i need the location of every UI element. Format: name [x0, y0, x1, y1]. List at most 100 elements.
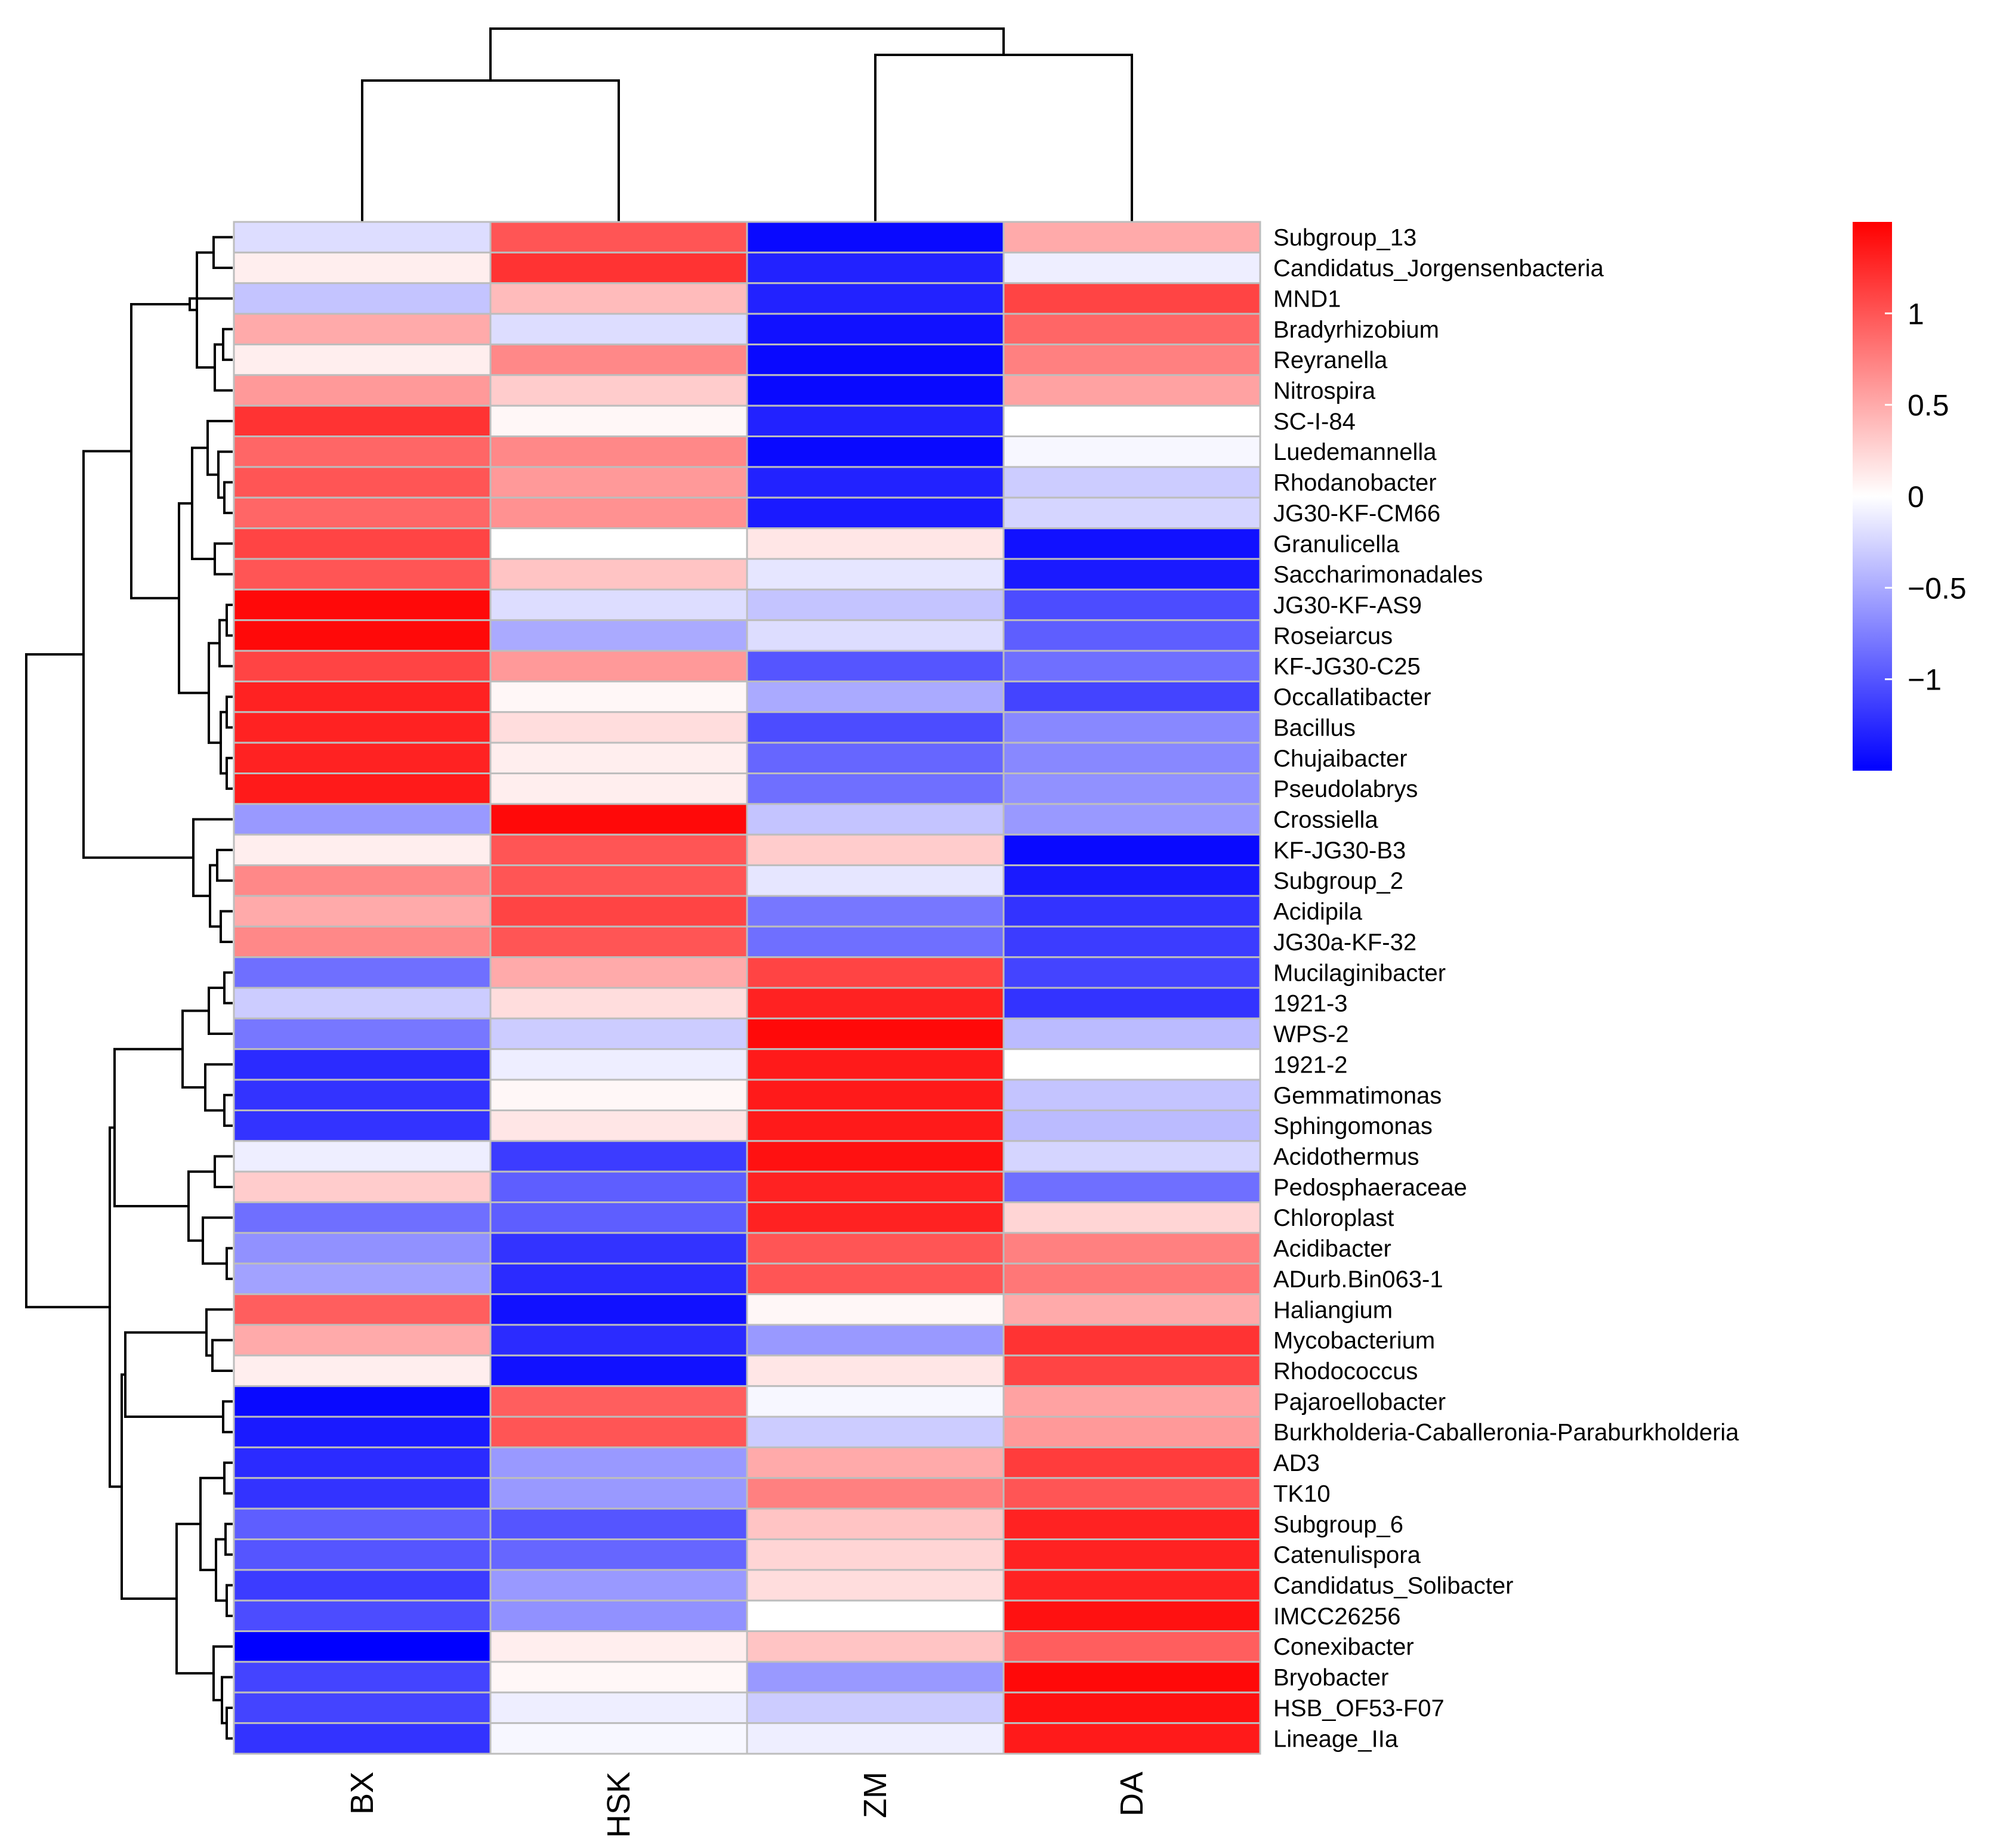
- heatmap-cell: [233, 1109, 492, 1142]
- heatmap-cell: [1002, 1201, 1261, 1234]
- dendrogram-branch: [361, 79, 620, 222]
- heatmap-cell: [233, 1293, 492, 1326]
- row-label: Candidatus_Jorgensenbacteria: [1273, 255, 1604, 282]
- heatmap-cell: [489, 496, 748, 530]
- row-label: Subgroup_13: [1273, 225, 1416, 251]
- heatmap-cell: [1002, 1170, 1261, 1204]
- row-label: Granulicella: [1273, 531, 1400, 557]
- row-label: Acidothermus: [1273, 1144, 1419, 1170]
- heatmap-cell: [1002, 1232, 1261, 1265]
- heatmap-cell: [746, 558, 1005, 591]
- heatmap-cell: [489, 864, 748, 897]
- heatmap-cell: [1002, 987, 1261, 1019]
- heatmap-cell: [233, 221, 492, 254]
- row-label: Catenulispora: [1273, 1542, 1421, 1568]
- heatmap-cell: [746, 1599, 1005, 1633]
- heatmap-cell: [746, 864, 1005, 897]
- dendrogram-branch: [223, 1093, 233, 1127]
- heatmap-cell: [746, 1446, 1005, 1479]
- heatmap-cell: [1002, 833, 1261, 867]
- heatmap-cell: [489, 343, 748, 376]
- heatmap-cell: [746, 527, 1005, 560]
- heatmap-cell: [489, 1691, 748, 1725]
- row-label: IMCC26256: [1273, 1603, 1400, 1630]
- color-legend: 1 0.5 0 −0.5 −1: [1853, 222, 1967, 771]
- heatmap-cell: [746, 1385, 1005, 1418]
- heatmap-cell: [746, 1232, 1005, 1265]
- heatmap-cell: [233, 650, 492, 682]
- row-label: AD3: [1273, 1450, 1320, 1476]
- heatmap-cell: [746, 1201, 1005, 1234]
- row-label: Occallatibacter: [1273, 684, 1431, 710]
- heatmap-cell: [1002, 313, 1261, 345]
- heatmap-cell: [489, 1232, 748, 1265]
- heatmap-cell: [746, 1507, 1005, 1540]
- heatmap-cell: [1002, 711, 1261, 744]
- heatmap-cell: [233, 282, 492, 315]
- heatmap-cell: [746, 650, 1005, 682]
- row-label: WPS-2: [1273, 1021, 1349, 1047]
- dendrogram-branch: [121, 1373, 177, 1600]
- column-label: BX: [344, 1772, 380, 1815]
- legend-tick-label: −1: [1908, 663, 1942, 697]
- dendrogram-branch: [226, 1706, 233, 1740]
- heatmap-cell: [233, 1538, 492, 1571]
- dendrogram-branch: [220, 910, 233, 943]
- heatmap-cell: [489, 1201, 748, 1234]
- heatmap-cell: [746, 1293, 1005, 1326]
- row-label: Bradyrhizobium: [1273, 317, 1439, 343]
- column-label: ZM: [857, 1772, 893, 1818]
- heatmap-cell: [489, 1630, 748, 1663]
- heatmap-cell: [746, 711, 1005, 744]
- dendrogram-branch: [206, 419, 233, 476]
- heatmap-cell: [746, 1691, 1005, 1725]
- row-label: KF-JG30-B3: [1273, 838, 1406, 864]
- legend-tick-label: 1: [1908, 297, 1924, 330]
- heatmap-cell: [489, 1569, 748, 1602]
- heatmap-cell: [233, 251, 492, 285]
- heatmap-cell: [1002, 282, 1261, 315]
- heatmap-cell: [233, 1569, 492, 1602]
- dendrogram-branch: [199, 1476, 224, 1571]
- dendrogram-branch: [211, 1339, 233, 1372]
- heatmap-cell: [746, 1262, 1005, 1296]
- row-label: HSB_OF53-F07: [1273, 1695, 1445, 1722]
- heatmap-cell: [1002, 1324, 1261, 1356]
- row-label: Rhodanobacter: [1273, 470, 1437, 496]
- heatmap-cell: [489, 527, 748, 560]
- heatmap-cell: [746, 466, 1005, 499]
- dendrogram-branch: [208, 987, 233, 1036]
- row-label: Burkholderia-Caballeronia-Paraburkholder…: [1273, 1420, 1739, 1446]
- heatmap-cell: [746, 987, 1005, 1019]
- heatmap-cell: [746, 1140, 1005, 1173]
- heatmap-cell: [233, 1170, 492, 1204]
- row-label: Conexibacter: [1273, 1634, 1414, 1660]
- heatmap-cell: [233, 864, 492, 897]
- heatmap-cell: [1002, 1293, 1261, 1326]
- dendrogram-branch: [223, 971, 233, 1005]
- row-label: Acidibacter: [1273, 1236, 1391, 1262]
- heatmap-cell: [746, 925, 1005, 959]
- heatmap-cell: [746, 1538, 1005, 1571]
- heatmap-cell: [233, 343, 492, 376]
- heatmap-cell: [746, 221, 1005, 254]
- heatmap-cell: [1002, 251, 1261, 285]
- heatmap-cell: [489, 833, 748, 867]
- row-label: TK10: [1273, 1481, 1331, 1507]
- row-label: JG30-KF-AS9: [1273, 592, 1422, 619]
- heatmap-cell: [489, 619, 748, 652]
- dendrogram-branch: [214, 542, 233, 576]
- row-dendrogram: [25, 236, 233, 1740]
- heatmap-cell: [233, 1262, 492, 1296]
- heatmap-cell: [1002, 1599, 1261, 1633]
- heatmap-cell: [233, 1477, 492, 1510]
- heatmap-cell: [746, 1017, 1005, 1050]
- row-label: Sphingomonas: [1273, 1113, 1433, 1139]
- row-label: Subgroup_6: [1273, 1512, 1403, 1538]
- row-label: Reyranella: [1273, 347, 1388, 373]
- heatmap-cell: [1002, 1048, 1261, 1081]
- row-label: Rhodococcus: [1273, 1358, 1418, 1385]
- heatmap-cell: [489, 1385, 748, 1418]
- heatmap-cell: [1002, 404, 1261, 438]
- row-label: JG30-KF-CM66: [1273, 500, 1440, 527]
